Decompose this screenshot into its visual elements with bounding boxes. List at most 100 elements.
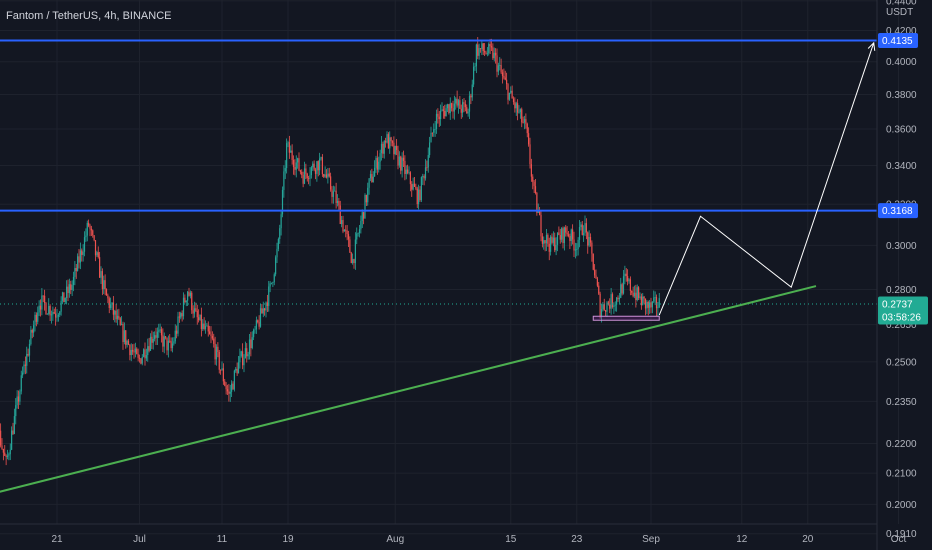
candle-body xyxy=(397,149,399,166)
candle-body xyxy=(6,455,9,458)
candle-body xyxy=(213,338,215,344)
candle-body xyxy=(522,122,524,124)
candle-body xyxy=(28,344,31,356)
candle-body xyxy=(500,65,502,73)
candle-body xyxy=(440,110,442,120)
candle-body xyxy=(570,229,572,241)
candle-body xyxy=(543,240,545,244)
candle-body xyxy=(468,95,471,112)
candle-body xyxy=(174,330,176,342)
candle-body xyxy=(180,313,182,318)
candle-body xyxy=(306,173,308,179)
candle-body xyxy=(104,280,106,290)
candle-body xyxy=(313,163,315,170)
candle-body xyxy=(484,51,486,53)
candle-body xyxy=(503,75,505,78)
candle-body xyxy=(451,103,453,109)
candle-body xyxy=(312,163,314,168)
candle-body xyxy=(485,52,487,54)
candle-body xyxy=(240,351,242,357)
candle-body xyxy=(143,349,145,357)
candle-body xyxy=(19,391,21,402)
candle-body xyxy=(390,137,392,142)
candle-body xyxy=(475,44,477,67)
candle-body xyxy=(383,141,385,154)
candle-body xyxy=(193,308,196,314)
candle-body xyxy=(277,238,279,249)
candle-body xyxy=(358,229,361,234)
candle-body xyxy=(211,336,213,339)
candle-body xyxy=(191,292,193,311)
candle-body xyxy=(284,168,286,172)
candle-body xyxy=(486,53,488,55)
candle-body xyxy=(126,340,128,345)
time-tick-label: Aug xyxy=(386,534,404,545)
candle-body xyxy=(265,302,267,311)
candle-body xyxy=(466,107,468,114)
candle-body xyxy=(387,134,389,149)
candle-body xyxy=(459,100,461,109)
candle-body xyxy=(195,308,197,311)
candle-body xyxy=(653,297,655,302)
candle-body xyxy=(46,313,48,315)
candle-body xyxy=(506,79,508,85)
candle-body xyxy=(345,229,347,231)
candle-body xyxy=(171,343,174,349)
candle-body xyxy=(411,184,413,190)
candle-body xyxy=(4,452,6,456)
candle-body xyxy=(22,372,24,376)
candle-body xyxy=(17,396,20,402)
candle-body xyxy=(606,302,608,312)
candle-body xyxy=(622,276,625,294)
candle-body xyxy=(567,234,570,236)
candle-body xyxy=(66,286,68,299)
candle-body xyxy=(643,296,645,299)
candle-body xyxy=(577,239,579,250)
candle-body xyxy=(566,232,568,235)
candle-body xyxy=(251,337,253,348)
candle-body xyxy=(279,228,281,239)
resistance-price-tag xyxy=(878,203,918,219)
time-axis[interactable]: 21 Jul 11 19 Aug 15 23 Sep 12 20 Oct xyxy=(51,534,906,545)
candle-body xyxy=(100,271,102,278)
candle-body xyxy=(628,279,630,282)
candle-body xyxy=(236,368,238,374)
projection-arrowhead xyxy=(867,41,876,51)
candle-body xyxy=(177,316,179,334)
candle-body xyxy=(445,108,447,117)
candle-body xyxy=(335,190,337,204)
candle-body xyxy=(376,157,378,170)
candle-body xyxy=(108,298,110,308)
candle-body xyxy=(45,303,47,315)
candle-body xyxy=(149,336,152,351)
candle-body xyxy=(409,172,411,185)
candle-body xyxy=(37,312,39,322)
candle-body xyxy=(460,108,462,113)
candle-body xyxy=(0,430,2,446)
candle-body xyxy=(350,252,352,263)
candle-body xyxy=(518,112,520,113)
candle-body xyxy=(44,295,46,304)
candle-body xyxy=(286,143,288,169)
candle-body xyxy=(319,158,321,171)
candle-body xyxy=(253,329,255,338)
candle-body xyxy=(620,284,622,298)
price-axis[interactable]: 0.44000.42000.40000.38000.36000.34000.32… xyxy=(886,0,917,540)
candle-body xyxy=(576,249,578,250)
candle-body xyxy=(584,223,586,234)
candle-body xyxy=(452,108,454,112)
candle-body xyxy=(250,339,252,348)
support-trendline xyxy=(0,285,817,493)
candle-body xyxy=(578,227,581,240)
candle-body xyxy=(496,55,498,72)
candle-body xyxy=(605,310,607,312)
candle-body xyxy=(82,251,84,255)
candle-body xyxy=(323,174,325,177)
candle-body xyxy=(178,316,180,318)
candle-body xyxy=(581,224,583,235)
candle-body xyxy=(148,346,150,351)
candle-body xyxy=(552,237,554,243)
candle-body xyxy=(632,292,634,297)
candle-body xyxy=(155,335,157,338)
